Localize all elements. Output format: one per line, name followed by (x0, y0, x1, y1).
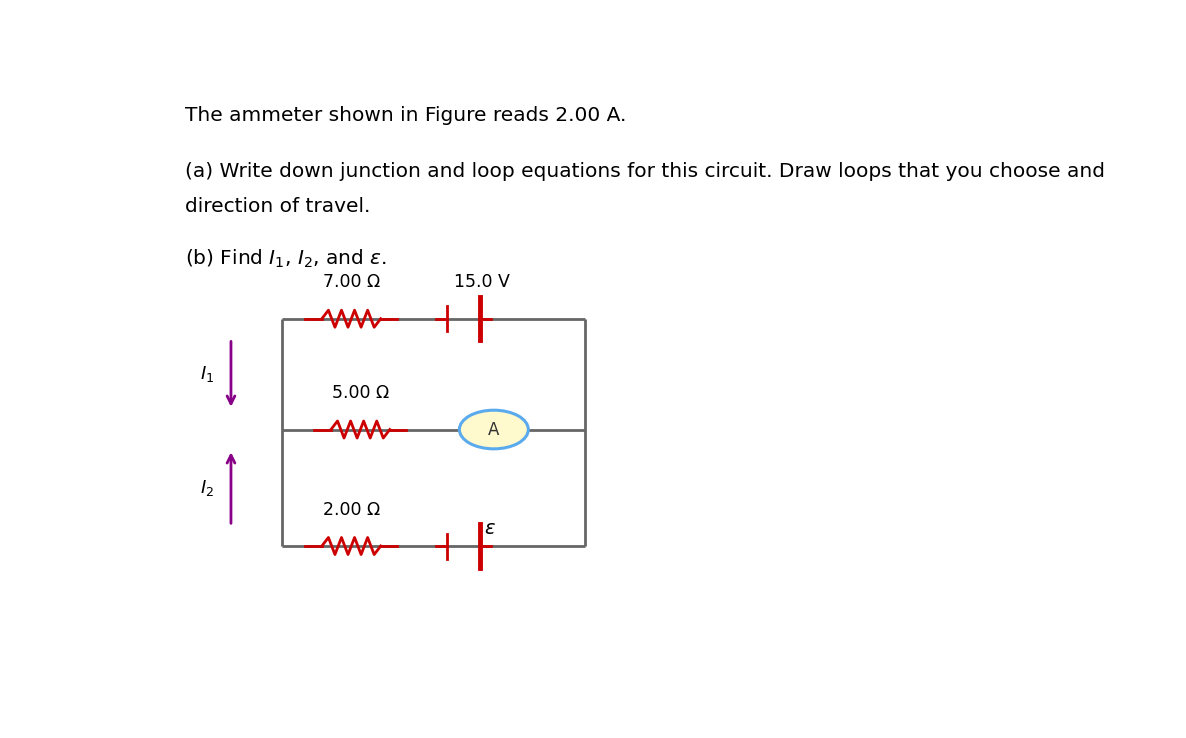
Text: $I_1$: $I_1$ (200, 364, 215, 384)
Text: 5.00 Ω: 5.00 Ω (332, 384, 389, 402)
Text: The ammeter shown in Figure reads 2.00 A.: The ammeter shown in Figure reads 2.00 A… (185, 106, 626, 125)
Text: 2.00 Ω: 2.00 Ω (323, 500, 380, 519)
Text: direction of travel.: direction of travel. (185, 196, 370, 215)
Text: $I_2$: $I_2$ (200, 477, 215, 497)
Text: (b) Find $I_1$, $I_2$, and $\varepsilon$.: (b) Find $I_1$, $I_2$, and $\varepsilon$… (185, 248, 387, 270)
Text: (a) Write down junction and loop equations for this circuit. Draw loops that you: (a) Write down junction and loop equatio… (185, 162, 1105, 182)
Text: 15.0 V: 15.0 V (454, 273, 510, 292)
Text: A: A (489, 421, 499, 438)
Text: 7.00 Ω: 7.00 Ω (323, 273, 380, 292)
Text: $\varepsilon$: $\varepsilon$ (484, 520, 496, 539)
Ellipse shape (459, 410, 528, 449)
